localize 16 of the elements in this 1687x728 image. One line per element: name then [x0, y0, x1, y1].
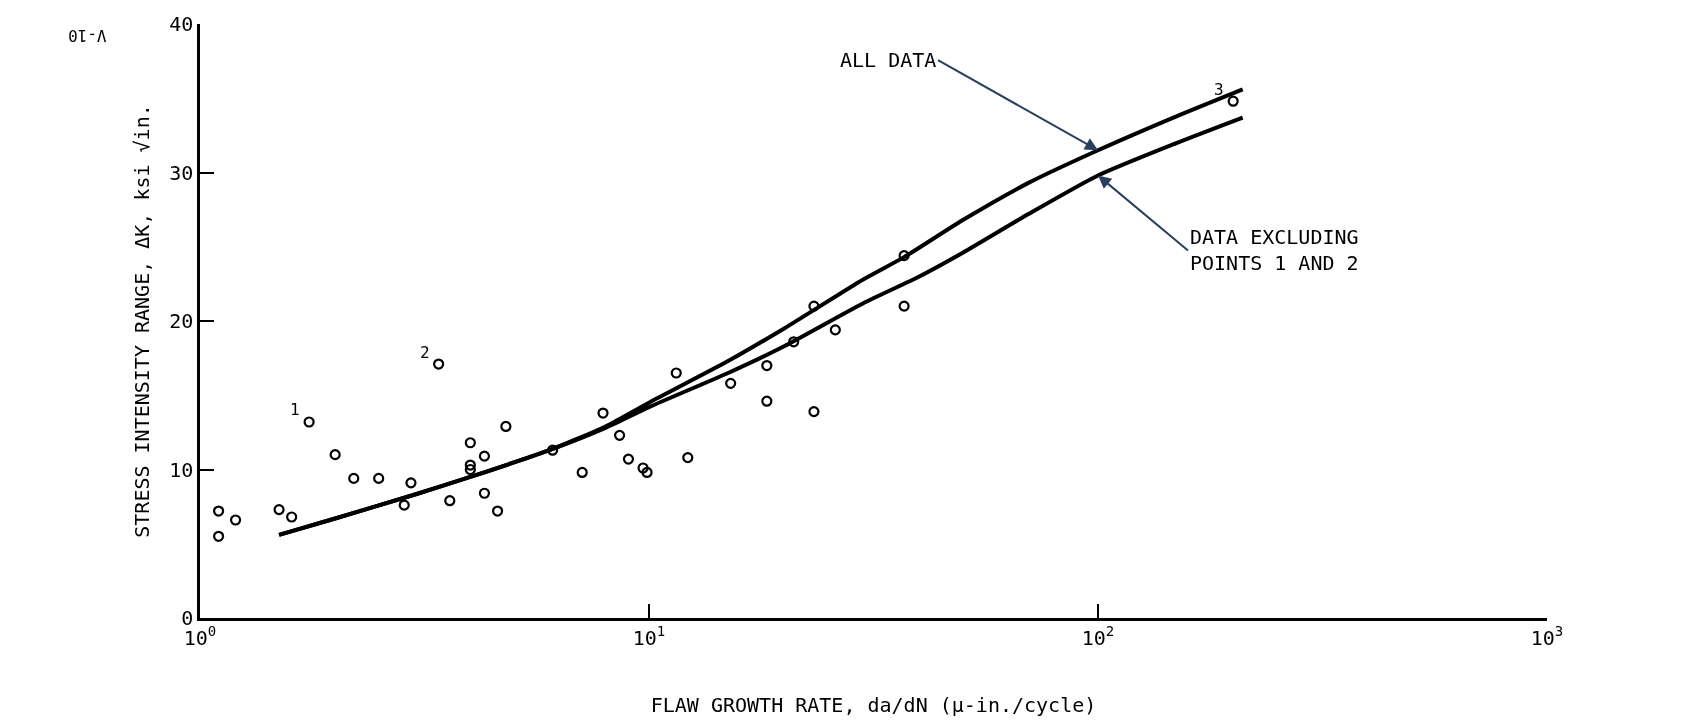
text: V-10: [68, 26, 107, 45]
annotation: 1: [290, 400, 300, 419]
annotation: ALL DATA: [840, 48, 937, 72]
x-axis-title: FLAW GROWTH RATE, da/dN (μ-in./cycle): [650, 693, 1097, 718]
y-axis-title: STRESS INTENSITY RANGE, ΔK, ksi √in.: [129, 104, 154, 538]
annotation: DATA EXCLUDING POINTS 1 AND 2: [1190, 225, 1359, 275]
x-tick-label: 10$^{1}$: [632, 623, 666, 650]
annotation: 2: [420, 343, 430, 362]
annotation: 3: [1214, 80, 1224, 99]
y-tick-label: 40: [169, 12, 194, 36]
x-tick-label: 10$^{2}$: [1081, 623, 1115, 650]
y-tick-label: 20: [169, 309, 194, 333]
y-tick-label: 10: [169, 457, 194, 482]
x-tick-label: 10$^{3}$: [1530, 623, 1564, 650]
y-tick-label: 30: [169, 160, 194, 185]
y-tick-label: 0: [181, 606, 194, 630]
